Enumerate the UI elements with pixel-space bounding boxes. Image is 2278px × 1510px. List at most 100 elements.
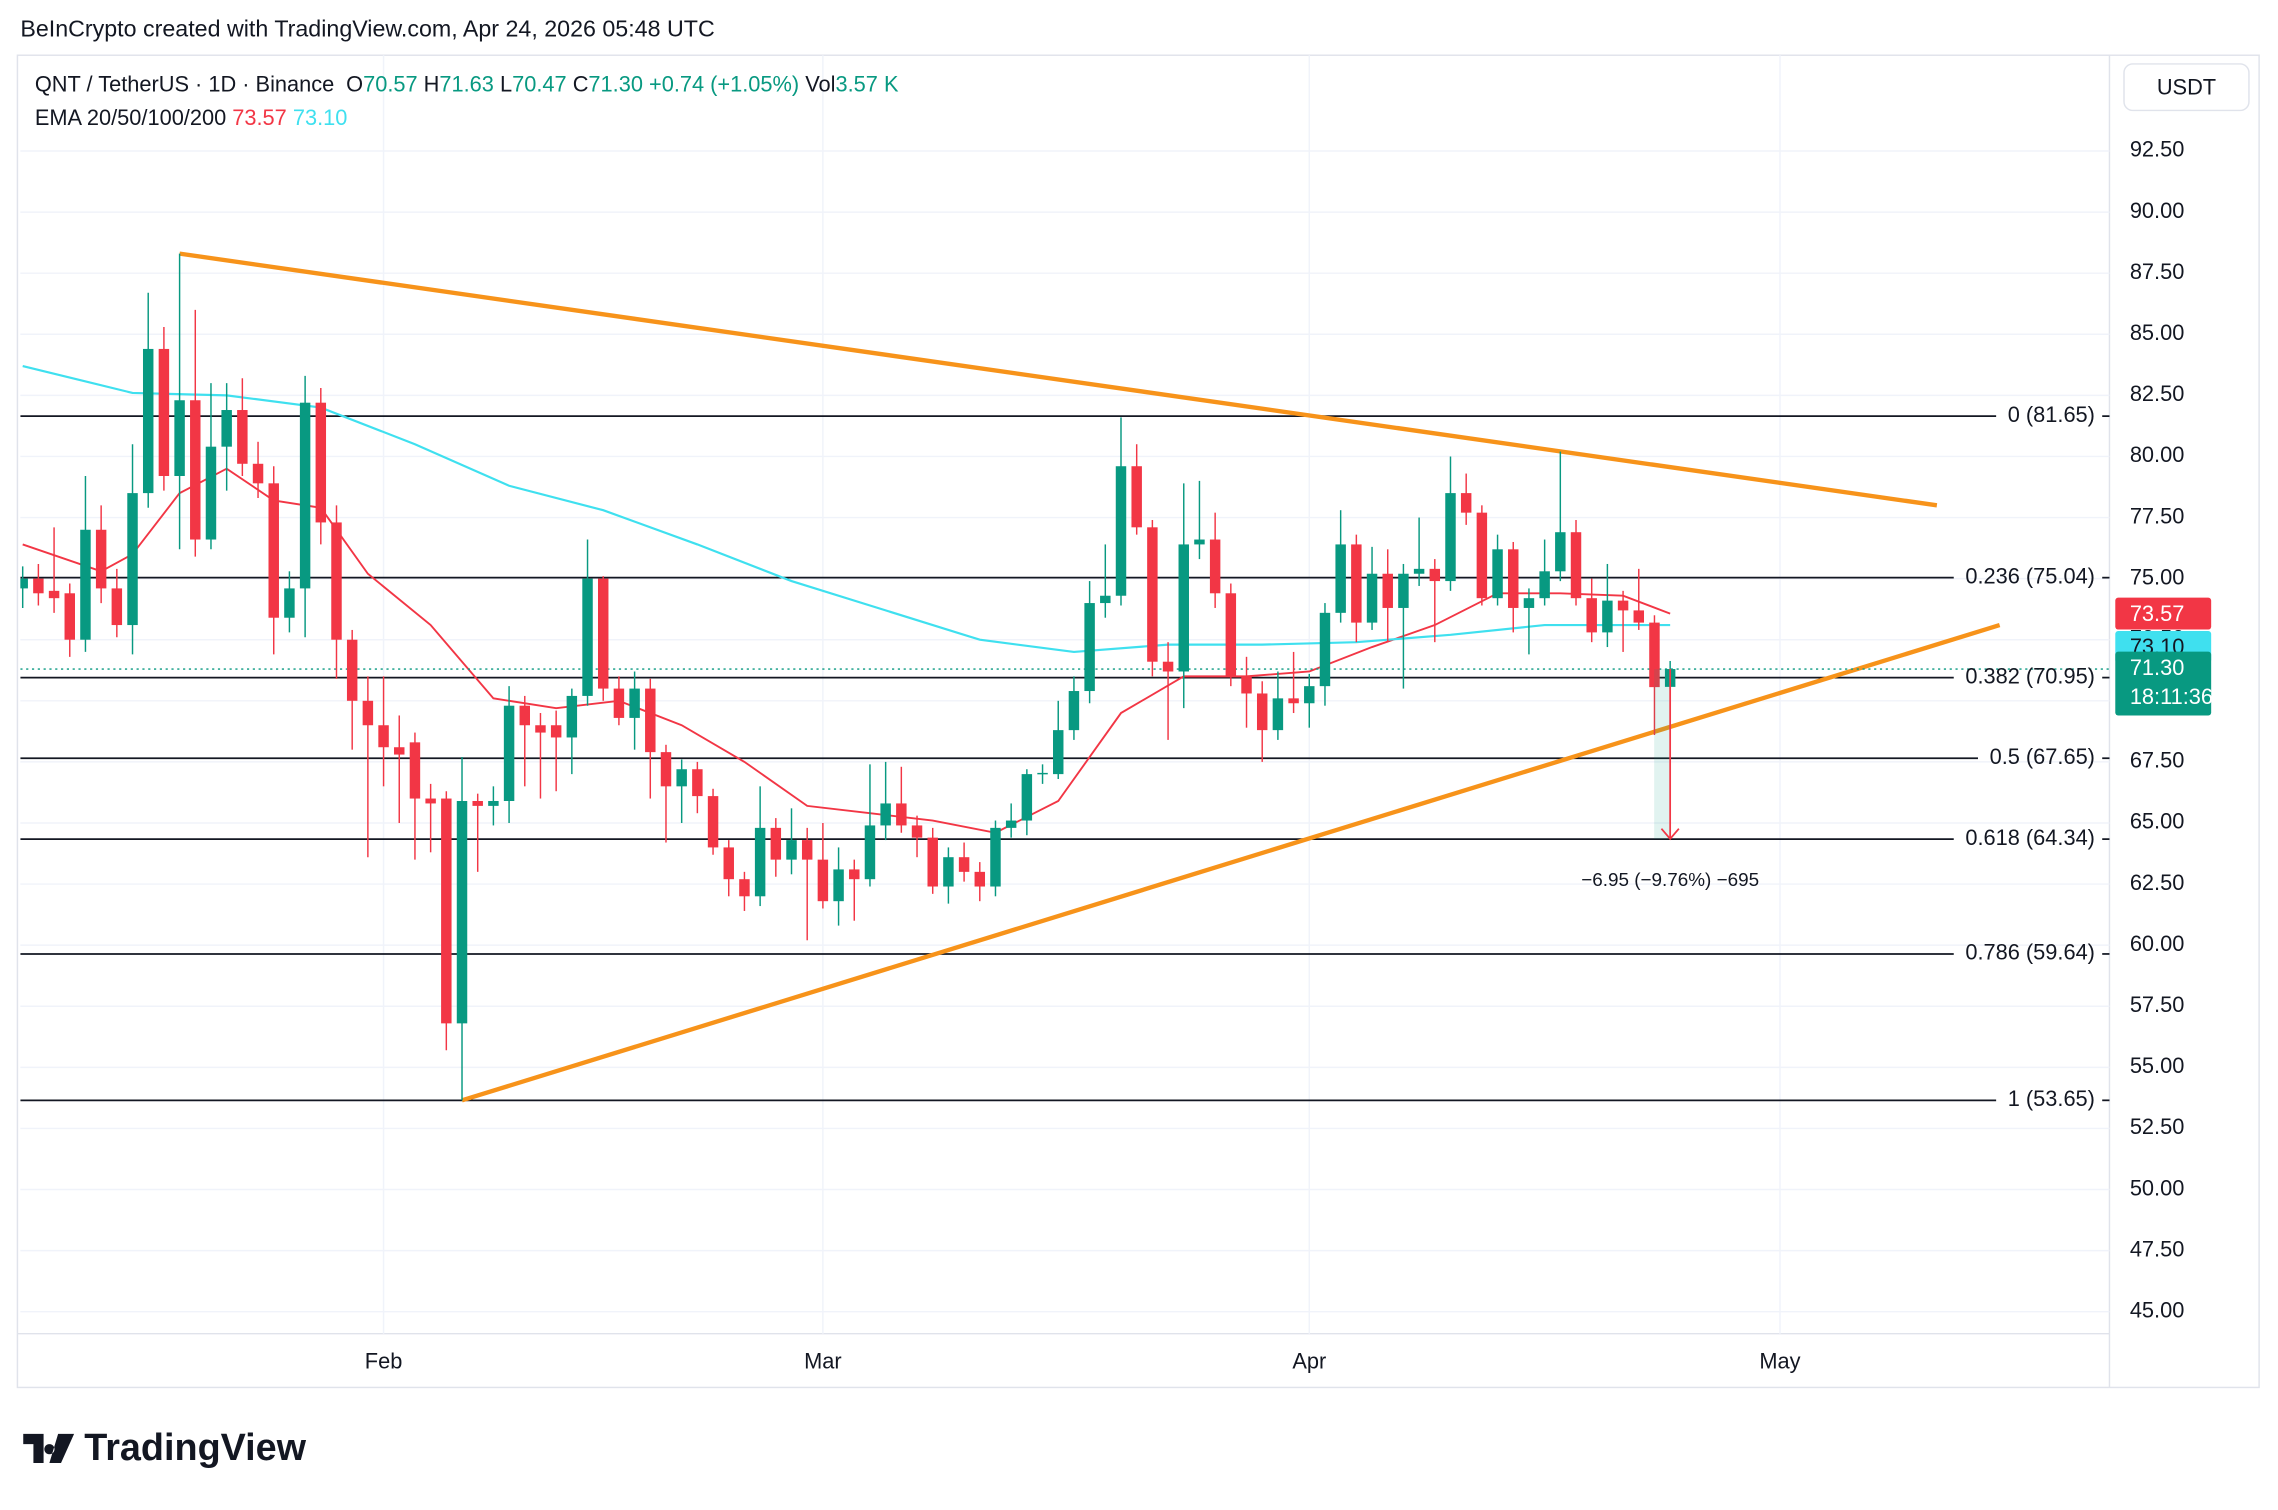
y-tick-label: 57.50 <box>2130 992 2185 1017</box>
candle-body <box>1617 600 1629 611</box>
candle-body <box>1037 772 1048 775</box>
candle-body <box>1225 593 1237 677</box>
price-tag <box>2115 597 2212 630</box>
candle-body <box>1633 610 1645 623</box>
candle-body <box>394 747 405 755</box>
y-tick-label: 45.00 <box>2130 1297 2185 1322</box>
candle-body <box>268 483 279 618</box>
attribution: BeInCrypto created with TradingView.com,… <box>20 16 714 42</box>
candle-body <box>1241 676 1252 694</box>
candle-body <box>770 827 782 860</box>
legend-value: 70.47 <box>512 71 567 96</box>
candle-body <box>613 688 625 718</box>
candle-body <box>676 769 687 787</box>
measure-arrowhead <box>1660 828 1680 841</box>
legend-key: H <box>424 71 440 96</box>
candle-body <box>990 827 1001 887</box>
legend-value: 3.57 K <box>836 71 899 96</box>
candle-body <box>864 825 876 880</box>
symbol: QNT / TetherUS · 1D · Binance <box>35 71 334 96</box>
y-tick-label: 62.50 <box>2130 870 2185 895</box>
candle-body <box>1460 493 1472 513</box>
candle-body <box>582 578 593 696</box>
currency-label[interactable]: USDT <box>2157 74 2216 99</box>
brand-logo: TradingView <box>23 1427 307 1469</box>
candle-body <box>237 410 248 464</box>
candle-body <box>1319 612 1331 687</box>
candle-body <box>1492 549 1503 599</box>
candle-body <box>1162 661 1174 672</box>
candle-body <box>1256 693 1268 731</box>
legend-value: 71.63 <box>439 71 494 96</box>
candle-body <box>221 410 232 447</box>
last-price-label: 71.30 <box>2130 655 2185 680</box>
ema-label: EMA 20/50/100/200 <box>35 105 226 130</box>
candle-body <box>95 529 107 589</box>
countdown-label: 18:11:36 <box>2130 684 2213 709</box>
candle-body <box>958 857 970 872</box>
candle-body <box>299 402 311 589</box>
x-tick-label: Feb <box>365 1348 403 1373</box>
candle-body <box>472 800 483 806</box>
candle-body <box>1366 573 1378 623</box>
y-tick-label: 77.50 <box>2130 503 2185 528</box>
candle-body <box>1335 544 1346 613</box>
candle-body <box>1586 598 1597 633</box>
fib-label: 0.236 (75.04) <box>1965 563 2095 588</box>
candle-body <box>629 688 640 718</box>
fib-label: 0.618 (64.34) <box>1965 825 2095 850</box>
y-tick-label: 82.50 <box>2130 381 2185 406</box>
y-tick-label: 55.00 <box>2130 1053 2185 1078</box>
candle-body <box>1413 568 1425 574</box>
ema-value: 73.10 <box>293 105 348 130</box>
candle-body <box>158 348 170 477</box>
candle-body <box>1351 544 1362 623</box>
candle-body <box>1476 512 1488 599</box>
candle-body <box>142 348 154 494</box>
candle-body <box>1209 539 1221 594</box>
measure-label: −6.95 (−9.76%) −695 <box>1581 870 1759 891</box>
candle-body <box>1272 698 1284 731</box>
candle-body <box>205 446 217 540</box>
candle-body <box>1021 774 1033 821</box>
legend-key: C <box>573 71 589 96</box>
fib-label: 0 (81.65) <box>2008 402 2095 427</box>
y-tick-label: 80.00 <box>2130 442 2185 467</box>
candle-body <box>378 725 389 748</box>
y-tick-label: 47.50 <box>2130 1236 2185 1261</box>
candle-body <box>425 798 436 804</box>
y-tick-label: 52.50 <box>2130 1114 2185 1139</box>
candle-body <box>409 742 421 799</box>
candle-body <box>692 769 703 797</box>
x-tick-label: Mar <box>804 1348 842 1373</box>
candle-body <box>1523 598 1535 608</box>
candle-body <box>1508 549 1519 608</box>
candle-body <box>927 837 938 887</box>
candle-body <box>597 578 609 689</box>
candle-body <box>1005 820 1017 828</box>
candle-body <box>1539 571 1550 599</box>
candle-body <box>127 493 138 626</box>
candle-body <box>362 700 374 726</box>
x-tick-label: May <box>1759 1348 1800 1373</box>
chart-frame <box>16 54 2260 1389</box>
candle-body <box>707 796 719 848</box>
currency-button[interactable] <box>2123 63 2250 112</box>
y-tick-label: 92.50 <box>2130 137 2185 162</box>
y-tick-label: 50.00 <box>2130 1175 2185 1200</box>
fib-label: 1 (53.65) <box>2008 1086 2095 1111</box>
candle-body <box>1131 466 1142 528</box>
legend-value: 70.57 <box>363 71 418 96</box>
candle-body <box>346 639 358 701</box>
candle-body <box>503 705 515 801</box>
y-tick-label: 87.50 <box>2130 259 2185 284</box>
candle-body <box>1147 527 1158 662</box>
x-tick-label: Apr <box>1292 1348 1326 1373</box>
trendline <box>179 251 1938 508</box>
candle-body <box>1304 686 1315 704</box>
price-tag-label: 73.57 <box>2130 601 2185 626</box>
candle-body <box>1115 466 1127 596</box>
y-tick-label: 90.00 <box>2130 198 2185 223</box>
candle-body <box>660 752 672 787</box>
